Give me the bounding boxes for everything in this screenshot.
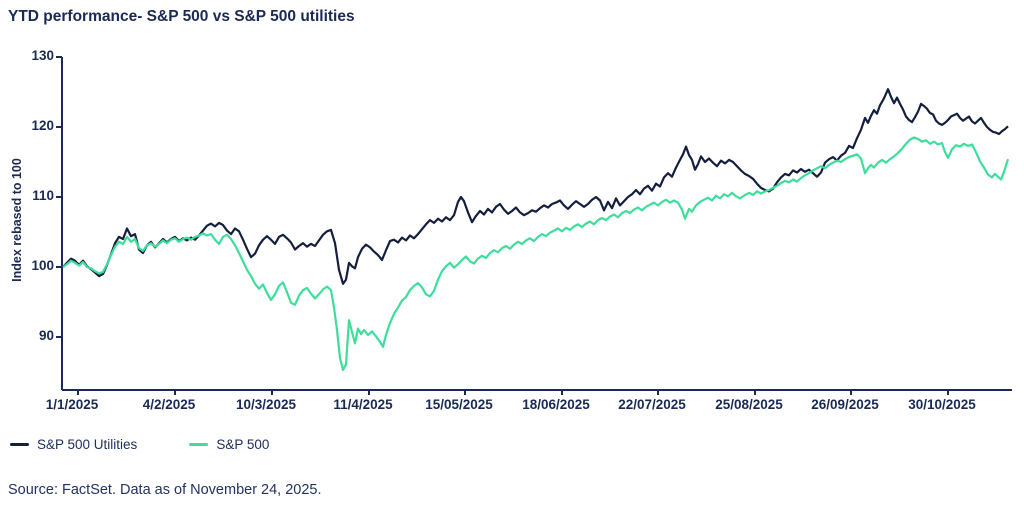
- x-tick-label: 4/2/2025: [142, 397, 196, 412]
- legend-label: S&P 500 Utilities: [37, 437, 138, 452]
- x-tick-label: 11/4/2025: [333, 397, 393, 412]
- x-tick-label: 26/09/2025: [811, 397, 879, 412]
- y-tick-label: 110: [32, 188, 54, 203]
- y-tick-label: 120: [31, 118, 54, 133]
- y-tick-label: 100: [31, 258, 54, 273]
- legend-label: S&P 500: [216, 437, 270, 452]
- chart-legend: S&P 500 Utilities S&P 500: [10, 437, 269, 452]
- legend-item-sp500: S&P 500: [189, 437, 269, 452]
- x-tick-label: 25/08/2025: [715, 397, 783, 412]
- utilities-line-swatch-icon: [10, 443, 29, 446]
- x-tick-label: 1/1/2025: [45, 397, 99, 412]
- chart-title: YTD performance- S&P 500 vs S&P 500 util…: [8, 8, 355, 25]
- source-note: Source: FactSet. Data as of November 24,…: [8, 482, 322, 498]
- x-tick-label: 10/3/2025: [235, 397, 297, 412]
- y-tick-label: 90: [38, 328, 54, 343]
- series-line-sp500: [62, 136, 1010, 371]
- x-tick-label: 15/05/2025: [425, 397, 493, 412]
- x-tick-label: 18/06/2025: [522, 397, 590, 412]
- sp500-line-swatch-icon: [189, 443, 209, 446]
- x-tick-label: 30/10/2025: [908, 397, 976, 412]
- y-tick-label: 130: [31, 48, 54, 63]
- legend-item-utilities: S&P 500 Utilities: [10, 437, 137, 452]
- series-line-utilities: [62, 88, 1009, 285]
- x-tick-label: 22/07/2025: [618, 397, 686, 412]
